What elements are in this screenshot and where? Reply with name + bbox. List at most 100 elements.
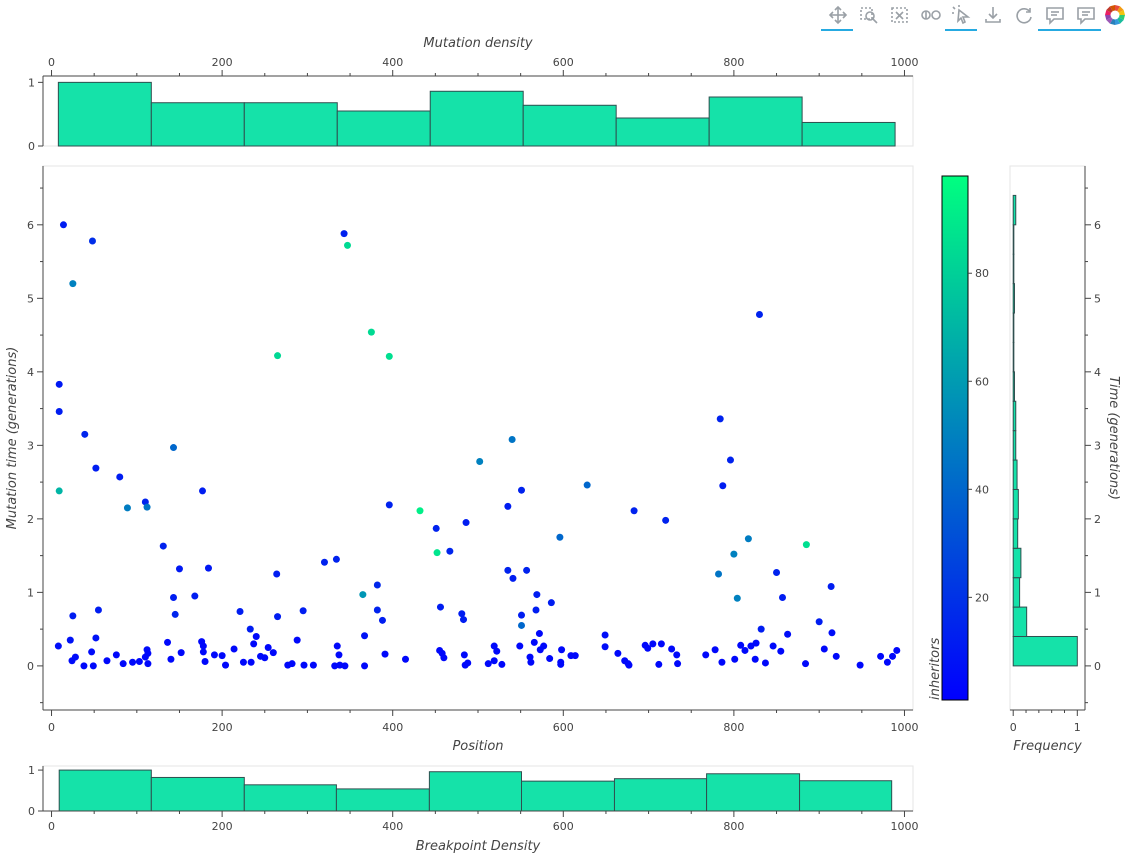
scatter-point[interactable] <box>761 659 769 667</box>
scatter-point[interactable] <box>498 660 506 668</box>
scatter-point[interactable] <box>726 456 734 464</box>
scatter-point[interactable] <box>493 647 501 655</box>
scatter-point[interactable] <box>827 582 835 590</box>
scatter-point[interactable] <box>89 662 97 670</box>
scatter-point[interactable] <box>779 594 786 602</box>
scatter-point[interactable] <box>177 649 185 657</box>
scatter-point[interactable] <box>123 504 131 512</box>
scatter-point[interactable] <box>877 652 885 660</box>
zoom-out-tool[interactable] <box>888 4 912 26</box>
scatter-point[interactable] <box>504 566 512 574</box>
scatter-point[interactable] <box>757 625 765 633</box>
scatter-point[interactable] <box>547 599 555 607</box>
scatter-point[interactable] <box>332 555 340 563</box>
scatter-point[interactable] <box>246 625 254 633</box>
scatter-point[interactable] <box>828 629 836 637</box>
scatter-point[interactable] <box>527 658 535 666</box>
scatter-point[interactable] <box>674 660 682 668</box>
scatter-point[interactable] <box>773 569 781 577</box>
scatter-point[interactable] <box>532 606 540 614</box>
scatter-point[interactable] <box>80 662 88 670</box>
scatter-point[interactable] <box>702 651 710 659</box>
scatter-point[interactable] <box>264 644 272 652</box>
scatter-point[interactable] <box>385 501 393 509</box>
scatter-point[interactable] <box>112 651 120 659</box>
scatter-point[interactable] <box>571 652 579 660</box>
scatter-point[interactable] <box>66 636 74 644</box>
pan-tool[interactable] <box>821 4 853 31</box>
scatter-point[interactable] <box>199 648 207 656</box>
scatter-point[interactable] <box>733 594 741 602</box>
scatter-point[interactable] <box>832 652 840 660</box>
scatter-point[interactable] <box>516 642 524 650</box>
scatter-point[interactable] <box>129 658 137 666</box>
scatter-point[interactable] <box>815 618 823 626</box>
scatter-point[interactable] <box>504 502 512 510</box>
scatter-point[interactable] <box>518 611 525 619</box>
scatter-point[interactable] <box>530 638 538 646</box>
scatter-point[interactable] <box>92 464 100 472</box>
scatter-point[interactable] <box>893 646 901 654</box>
scatter-point[interactable] <box>381 650 389 658</box>
scatter-point[interactable] <box>784 630 792 638</box>
scatter-point[interactable] <box>464 659 472 667</box>
scatter-point[interactable] <box>523 566 531 574</box>
scatter-point[interactable] <box>119 660 127 668</box>
scatter-point[interactable] <box>55 380 63 388</box>
scatter-point[interactable] <box>630 507 638 515</box>
scatter-point[interactable] <box>508 435 516 443</box>
scatter-point[interactable] <box>274 613 282 621</box>
scatter-point[interactable] <box>340 230 348 238</box>
scatter-point[interactable] <box>88 237 96 245</box>
scatter-point[interactable] <box>144 649 152 657</box>
scatter-point[interactable] <box>731 655 739 663</box>
scatter-point[interactable] <box>69 612 77 620</box>
scatter-point[interactable] <box>367 328 375 336</box>
scatter-point[interactable] <box>460 616 467 624</box>
scatter-point[interactable] <box>446 547 454 555</box>
scatter-point[interactable] <box>744 535 752 543</box>
scatter-point[interactable] <box>341 662 349 670</box>
scatter-point[interactable] <box>378 616 386 624</box>
scatter-point[interactable] <box>558 646 566 654</box>
scatter-point[interactable] <box>540 642 548 650</box>
scatter-point[interactable] <box>344 241 351 249</box>
scatter-point[interactable] <box>230 645 238 653</box>
scatter-point[interactable] <box>288 660 296 668</box>
hover-tool[interactable] <box>1038 4 1070 31</box>
scatter-point[interactable] <box>293 636 301 644</box>
scatter-point[interactable] <box>94 606 102 614</box>
scatter-point[interactable] <box>662 516 670 524</box>
scatter-point[interactable] <box>201 657 209 665</box>
scatter-point[interactable] <box>144 660 152 668</box>
scatter-point[interactable] <box>436 603 444 611</box>
scatter-point[interactable] <box>333 642 341 650</box>
scatter-point[interactable] <box>556 533 564 541</box>
scatter-point[interactable] <box>210 651 218 659</box>
scatter-point[interactable] <box>239 658 247 666</box>
scatter-point[interactable] <box>135 657 143 665</box>
scatter-point[interactable] <box>711 646 719 654</box>
scatter-point[interactable] <box>336 661 344 669</box>
scatter-point[interactable] <box>247 658 255 666</box>
scatter-point[interactable] <box>103 657 111 665</box>
scatter-point[interactable] <box>331 662 339 670</box>
scatter-point[interactable] <box>373 606 381 614</box>
scatter-point[interactable] <box>171 610 179 618</box>
scatter-point[interactable] <box>802 660 810 668</box>
scatter-point[interactable] <box>526 653 534 661</box>
scatter-point[interactable] <box>476 458 484 466</box>
wheel-zoom-tool[interactable] <box>919 4 943 26</box>
scatter-point[interactable] <box>81 430 89 438</box>
scatter-point[interactable] <box>673 651 681 659</box>
scatter-point[interactable] <box>718 658 726 666</box>
scatter-point[interactable] <box>820 645 828 653</box>
scatter-point[interactable] <box>261 654 269 662</box>
scatter-point[interactable] <box>222 661 230 669</box>
scatter-point[interactable] <box>856 661 864 669</box>
scatter-point[interactable] <box>518 621 525 629</box>
scatter-point[interactable] <box>458 610 466 618</box>
scatter-point[interactable] <box>361 662 369 670</box>
scatter-point[interactable] <box>204 564 212 572</box>
scatter-point[interactable] <box>755 310 763 318</box>
